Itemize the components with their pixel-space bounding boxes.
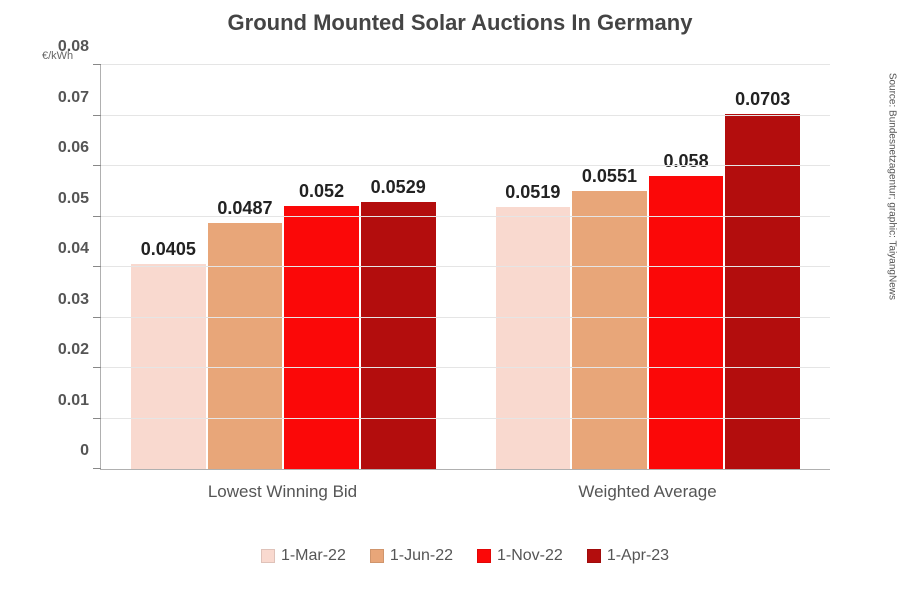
plot-wrap: 0.04050.04870.0520.05290.05190.05510.058… — [100, 65, 830, 470]
bar: 0.0529 — [361, 202, 436, 469]
legend-swatch — [587, 549, 601, 563]
gridline — [101, 115, 830, 116]
gridline — [101, 216, 830, 217]
y-tick-label: 0.06 — [58, 139, 101, 157]
y-tick — [93, 468, 101, 469]
y-tick — [93, 115, 101, 116]
legend: 1-Mar-22 1-Jun-22 1-Nov-22 1-Apr-23 — [100, 547, 830, 565]
y-tick — [93, 367, 101, 368]
legend-item: 1-Nov-22 — [477, 547, 563, 565]
legend-label: 1-Nov-22 — [497, 547, 563, 565]
y-tick-label: 0.08 — [58, 38, 101, 56]
bar: 0.0551 — [572, 191, 647, 469]
legend-swatch — [261, 549, 275, 563]
gridline — [101, 418, 830, 419]
y-tick — [93, 64, 101, 65]
bar-value-label: 0.0703 — [735, 89, 790, 114]
y-tick-label: 0.05 — [58, 190, 101, 208]
y-tick-label: 0.02 — [58, 341, 101, 359]
y-tick-label: 0.01 — [58, 392, 101, 410]
legend-label: 1-Jun-22 — [390, 547, 453, 565]
plot-area: 0.04050.04870.0520.05290.05190.05510.058… — [100, 65, 830, 470]
bar: 0.058 — [649, 176, 724, 469]
y-tick — [93, 165, 101, 166]
bar: 0.052 — [284, 206, 359, 469]
legend-item: 1-Mar-22 — [261, 547, 346, 565]
x-axis-label: Weighted Average — [465, 482, 830, 502]
y-tick — [93, 418, 101, 419]
y-tick-label: 0.03 — [58, 291, 101, 309]
y-tick-label: 0 — [80, 442, 101, 460]
y-tick — [93, 216, 101, 217]
chart-title: Ground Mounted Solar Auctions In Germany — [80, 10, 840, 36]
x-axis-labels: Lowest Winning BidWeighted Average — [100, 482, 830, 502]
gridline — [101, 317, 830, 318]
bar-value-label: 0.0529 — [371, 177, 426, 202]
legend-swatch — [370, 549, 384, 563]
legend-label: 1-Mar-22 — [281, 547, 346, 565]
chart-container: Ground Mounted Solar Auctions In Germany… — [30, 10, 840, 580]
y-tick-label: 0.04 — [58, 240, 101, 258]
gridline — [101, 165, 830, 166]
bar-group: 0.04050.04870.0520.0529 — [101, 65, 466, 469]
bar: 0.0519 — [496, 207, 571, 469]
bar: 0.0487 — [208, 223, 283, 469]
legend-item: 1-Apr-23 — [587, 547, 669, 565]
y-tick — [93, 266, 101, 267]
bar-value-label: 0.0551 — [582, 166, 637, 191]
x-axis-label: Lowest Winning Bid — [100, 482, 465, 502]
bar-group: 0.05190.05510.0580.0703 — [466, 65, 831, 469]
gridline — [101, 266, 830, 267]
bar-value-label: 0.052 — [299, 181, 344, 206]
bar-value-label: 0.0519 — [505, 182, 560, 207]
gridline — [101, 367, 830, 368]
y-tick-label: 0.07 — [58, 89, 101, 107]
bar-value-label: 0.0487 — [217, 198, 272, 223]
source-note: Source: Bundesnetzagentur; graphic: Taiy… — [887, 73, 898, 300]
bar-groups: 0.04050.04870.0520.05290.05190.05510.058… — [101, 65, 830, 469]
legend-label: 1-Apr-23 — [607, 547, 669, 565]
y-tick — [93, 317, 101, 318]
bar-value-label: 0.0405 — [141, 239, 196, 264]
bar-value-label: 0.058 — [664, 151, 709, 176]
bar: 0.0703 — [725, 114, 800, 469]
legend-item: 1-Jun-22 — [370, 547, 453, 565]
legend-swatch — [477, 549, 491, 563]
gridline — [101, 64, 830, 65]
